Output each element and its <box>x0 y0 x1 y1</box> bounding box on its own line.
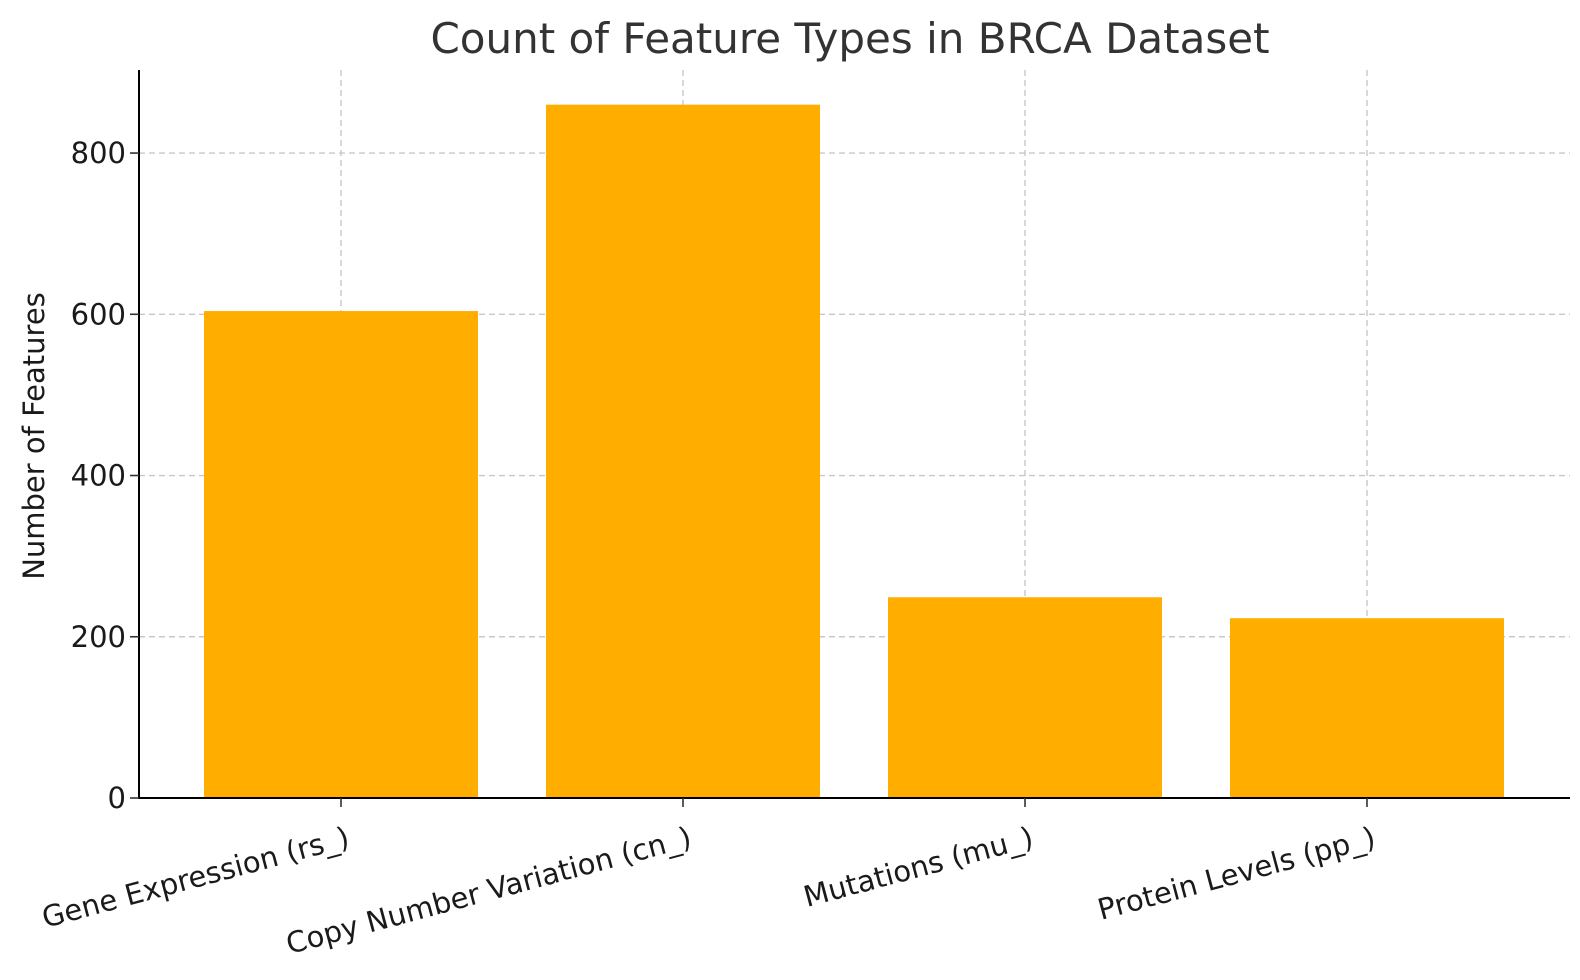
y-tick-label: 800 <box>71 136 126 170</box>
bar-4 <box>1230 618 1504 798</box>
y-tick-label: 0 <box>108 781 126 815</box>
x-tick-label: Gene Expression (rs_) <box>38 820 353 935</box>
y-tick-label: 400 <box>71 459 126 493</box>
y-tick-label: 600 <box>71 297 126 331</box>
bar-1 <box>204 311 478 798</box>
y-axis-label: Number of Features <box>17 292 51 580</box>
bar-3 <box>888 597 1162 798</box>
x-tick-label: Mutations (mu_) <box>800 820 1037 914</box>
x-tick-label: Protein Levels (pp_) <box>1094 820 1379 927</box>
bar-2 <box>546 104 820 798</box>
y-tick-label: 200 <box>71 620 126 654</box>
chart-title: Count of Feature Types in BRCA Dataset <box>430 14 1269 63</box>
bars <box>204 104 1504 798</box>
